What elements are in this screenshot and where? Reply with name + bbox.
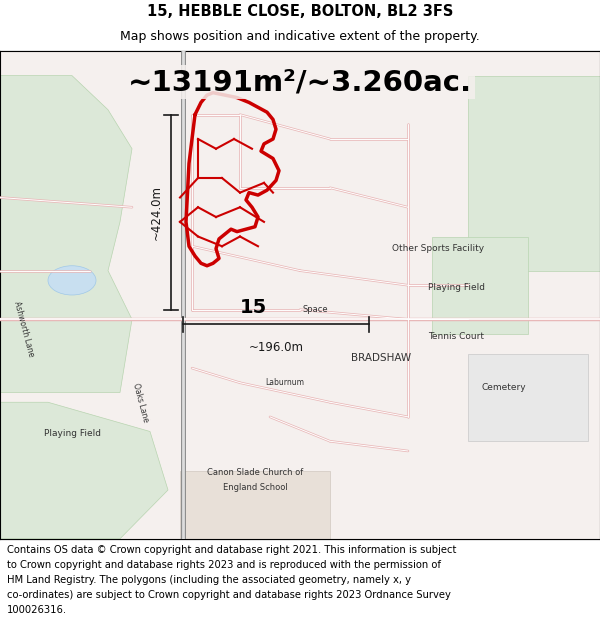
Text: 15, HEBBLE CLOSE, BOLTON, BL2 3FS: 15, HEBBLE CLOSE, BOLTON, BL2 3FS: [147, 4, 453, 19]
Text: Contains OS data © Crown copyright and database right 2021. This information is : Contains OS data © Crown copyright and d…: [7, 545, 457, 555]
Text: Map shows position and indicative extent of the property.: Map shows position and indicative extent…: [120, 31, 480, 43]
Text: Other Sports Facility: Other Sports Facility: [392, 244, 484, 253]
Text: Cemetery: Cemetery: [482, 383, 526, 392]
Ellipse shape: [48, 266, 96, 295]
Text: 15: 15: [240, 298, 267, 317]
Text: BRADSHAW: BRADSHAW: [351, 353, 411, 363]
Text: Ashworth Lane: Ashworth Lane: [12, 301, 36, 358]
Text: Space: Space: [302, 305, 328, 314]
Polygon shape: [180, 471, 330, 539]
Text: England School: England School: [223, 483, 287, 492]
Polygon shape: [0, 76, 132, 392]
Text: co-ordinates) are subject to Crown copyright and database rights 2023 Ordnance S: co-ordinates) are subject to Crown copyr…: [7, 590, 451, 600]
Text: Laburnum: Laburnum: [265, 378, 305, 388]
Text: Playing Field: Playing Field: [427, 283, 485, 292]
Text: Canon Slade Church of: Canon Slade Church of: [207, 469, 303, 478]
Text: ~13191m²/~3.260ac.: ~13191m²/~3.260ac.: [128, 68, 472, 96]
Text: to Crown copyright and database rights 2023 and is reproduced with the permissio: to Crown copyright and database rights 2…: [7, 560, 441, 570]
Text: Playing Field: Playing Field: [44, 429, 101, 439]
Text: ~424.0m: ~424.0m: [149, 184, 163, 239]
Polygon shape: [468, 76, 600, 271]
Text: Tennis Court: Tennis Court: [428, 332, 484, 341]
Polygon shape: [432, 236, 528, 334]
Text: ~196.0m: ~196.0m: [248, 341, 304, 354]
Text: 100026316.: 100026316.: [7, 605, 67, 615]
Text: HM Land Registry. The polygons (including the associated geometry, namely x, y: HM Land Registry. The polygons (includin…: [7, 575, 411, 585]
Text: Oaks Lane: Oaks Lane: [131, 382, 151, 423]
Polygon shape: [468, 354, 588, 441]
Polygon shape: [0, 402, 168, 539]
